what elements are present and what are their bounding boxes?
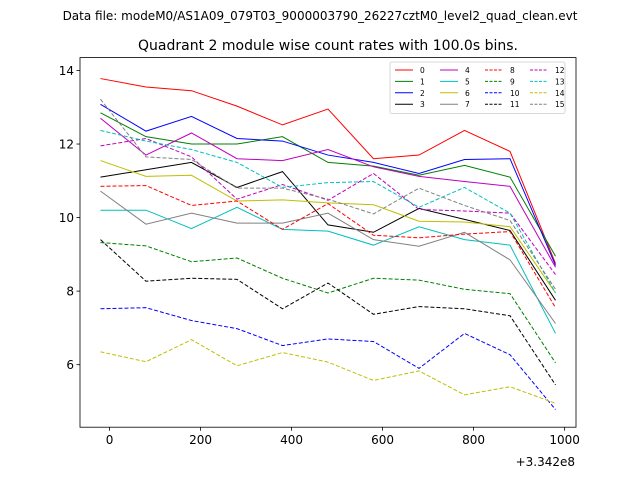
legend-box bbox=[389, 61, 566, 114]
legend-label-13: 13 bbox=[555, 77, 565, 86]
series-line-9 bbox=[100, 242, 556, 364]
x-tick-label: 800 bbox=[462, 433, 485, 447]
figure-suptitle: Data file: modeM0/AS1A09_079T03_90000037… bbox=[63, 9, 578, 23]
legend-label-15: 15 bbox=[555, 100, 565, 109]
y-tick-label: 12 bbox=[59, 138, 74, 152]
series-line-8 bbox=[100, 185, 556, 308]
legend-label-11: 11 bbox=[510, 100, 520, 109]
legend-label-2: 2 bbox=[420, 89, 425, 98]
x-tick-label: 1000 bbox=[549, 433, 580, 447]
legend-label-0: 0 bbox=[420, 66, 425, 75]
y-tick-label: 10 bbox=[59, 211, 74, 225]
axes-frame bbox=[79, 57, 577, 428]
y-tick-label: 8 bbox=[66, 285, 74, 299]
legend-label-1: 1 bbox=[420, 77, 425, 86]
legend-label-14: 14 bbox=[555, 89, 565, 98]
y-tick-label: 14 bbox=[59, 64, 74, 78]
x-tick-label: 600 bbox=[371, 433, 394, 447]
series-line-6 bbox=[100, 160, 556, 294]
legend-label-3: 3 bbox=[420, 100, 425, 109]
legend-label-4: 4 bbox=[465, 66, 470, 75]
chart-title: Quadrant 2 module wise count rates with … bbox=[138, 38, 518, 54]
series-line-11 bbox=[100, 239, 556, 386]
series-line-1 bbox=[100, 112, 556, 257]
legend-label-7: 7 bbox=[465, 100, 470, 109]
series-line-4 bbox=[100, 117, 556, 268]
series-line-7 bbox=[100, 190, 556, 324]
x-tick-label: 200 bbox=[189, 433, 212, 447]
legend-label-8: 8 bbox=[510, 66, 515, 75]
series-line-15 bbox=[100, 98, 556, 290]
legend-label-10: 10 bbox=[510, 89, 520, 98]
legend-label-9: 9 bbox=[510, 77, 515, 86]
x-axis: 0 200 400 600 800 1000 bbox=[106, 427, 580, 447]
series-line-12 bbox=[100, 137, 556, 275]
plot-lines bbox=[100, 78, 556, 410]
legend-label-5: 5 bbox=[465, 77, 470, 86]
legend-label-6: 6 bbox=[465, 89, 470, 98]
series-line-2 bbox=[100, 103, 556, 266]
y-axis: 6 8 10 12 14 bbox=[59, 64, 80, 372]
series-line-0 bbox=[100, 78, 556, 264]
y-tick-label: 6 bbox=[66, 358, 74, 372]
x-tick-label: 400 bbox=[280, 433, 303, 447]
legend-label-12: 12 bbox=[555, 66, 565, 75]
series-line-14 bbox=[100, 339, 556, 404]
x-axis-offset-label: +3.342e8 bbox=[516, 455, 575, 469]
x-tick-label: 0 bbox=[106, 433, 114, 447]
series-line-13 bbox=[100, 129, 556, 294]
